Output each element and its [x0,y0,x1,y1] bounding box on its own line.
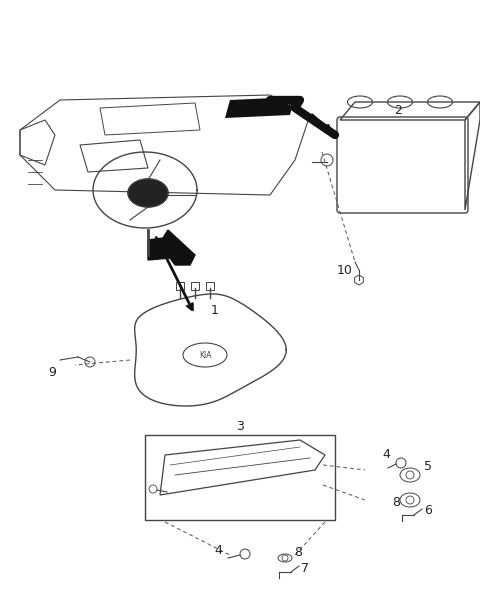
Bar [206,282,214,290]
Text: KIA: KIA [199,350,211,359]
Polygon shape [148,230,195,265]
Text: 6: 6 [424,503,432,517]
Text: 9: 9 [48,367,56,379]
Polygon shape [128,179,168,207]
Text: 5: 5 [424,460,432,474]
Text: 8: 8 [392,497,400,509]
Text: 2: 2 [394,103,402,117]
Bar [176,282,184,290]
Text: 7: 7 [301,563,309,575]
Text: 1: 1 [211,304,219,316]
Bar [191,282,199,290]
Text: 4: 4 [214,543,222,557]
Polygon shape [225,97,295,118]
Text: 4: 4 [382,448,390,460]
Text: 8: 8 [294,546,302,560]
Text: 3: 3 [236,420,244,434]
Text: 10: 10 [337,264,353,276]
Bar [145,435,335,520]
